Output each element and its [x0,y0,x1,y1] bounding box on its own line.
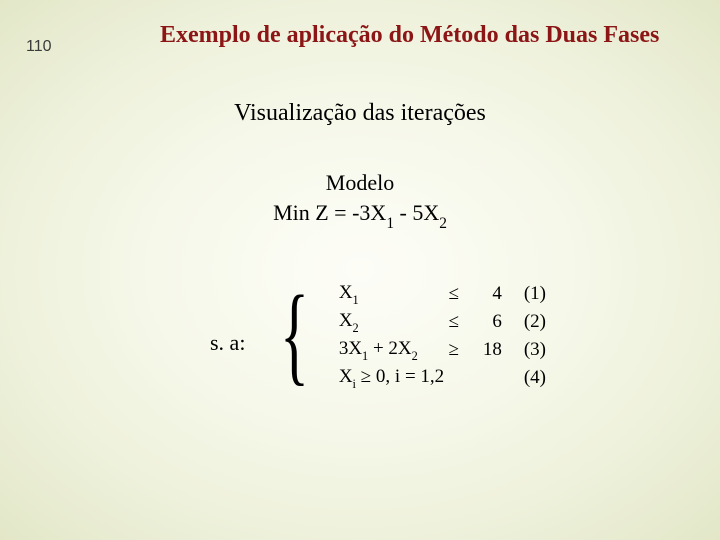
subject-to-label: s. a: [210,330,245,356]
slide-title: Exemplo de aplicação do Método das Duas … [160,22,659,49]
constraint-lhs: X2 [339,310,434,335]
constraint-rhs: 4 [474,283,506,305]
constraint-rhs: 6 [474,311,506,333]
constraint-lhs: X1 [339,282,434,307]
objective-term2: 5X [412,200,439,225]
constraint-rhs: 18 [474,339,506,361]
constraint-lhs: 3X1 + 2X2 [339,338,434,363]
constraint-number: (1) [506,283,556,305]
model-label: Modelo [0,170,720,196]
constraint-relation: ≤ [434,283,474,305]
left-brace: { [280,282,309,387]
objective-term2-sub: 2 [439,215,447,232]
constraint-number: (4) [506,367,556,389]
objective-sep: - [394,200,412,225]
slide-subtitle: Visualização das iterações [0,100,720,127]
slide: 110 Exemplo de aplicação do Método das D… [0,0,720,540]
constraints-block: { X1≤4(1) X2≤6(2) 3X1 + 2X2≥18(3)Xi ≥ 0, i… [280,280,556,392]
objective-function: Min Z = -3X1 - 5X2 [0,200,720,230]
objective-term1-sub: 1 [386,215,394,232]
constraint-lhs: Xi ≥ 0, i = 1,2 [339,366,506,391]
page-number: 110 [26,38,52,56]
constraint-grid: X1≤4(1) X2≤6(2) 3X1 + 2X2≥18(3)Xi ≥ 0, i =… [339,280,556,392]
constraint-number: (3) [506,339,556,361]
constraint-number: (2) [506,311,556,333]
constraint-relation: ≤ [434,311,474,333]
objective-prefix: Min Z = [273,200,352,225]
objective-term1: -3X [352,200,386,225]
constraint-relation: ≥ [434,339,474,361]
